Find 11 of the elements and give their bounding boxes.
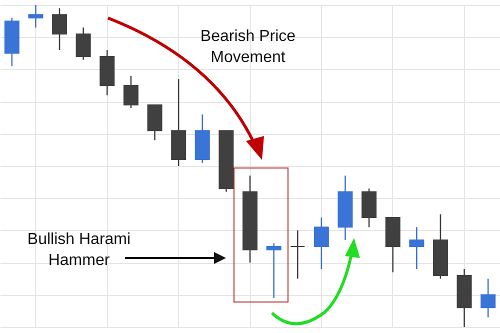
candlestick [28,4,44,28]
annotation: Bullish Harami Hammer [26,230,132,271]
candlestick [52,8,68,51]
candlestick [480,278,496,318]
candlestick [314,216,329,270]
candlestick [76,26,91,60]
annotation: Bearish Price Movement [199,27,297,68]
candlestick [409,226,424,270]
candlestick [290,230,306,280]
candlestick [123,75,138,109]
candlestick [266,242,282,299]
